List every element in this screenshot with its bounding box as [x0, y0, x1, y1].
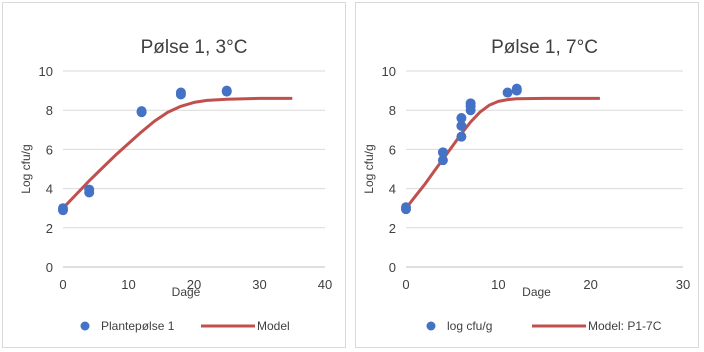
data-point	[58, 205, 68, 216]
y-tick-label: 10	[382, 64, 396, 79]
data-point	[456, 120, 467, 131]
x-tick-label: 40	[318, 277, 332, 292]
y-tick-label: 4	[389, 182, 396, 197]
x-tick-label: 30	[252, 277, 266, 292]
y-tick-label: 2	[46, 221, 53, 236]
x-axis-label: Dage	[172, 285, 201, 299]
y-tick-label: 6	[389, 142, 396, 157]
y-axis-label: Log cfu/g	[19, 144, 33, 193]
y-tick-label: 6	[46, 142, 53, 157]
chart-panel-2: Pølse 1, 7°C 0 2 4 6 8 10 0 10 20 30 Dage Log cfu/g l…	[355, 2, 699, 348]
data-point	[175, 89, 186, 100]
y-tick-label: 4	[46, 182, 53, 197]
y-tick-label: 8	[46, 103, 53, 118]
chart-panel-1: Pølse 1, 3°C 0 2 4 6 8 10 0 10 20 30 40 Dage Log cfu/…	[2, 2, 346, 348]
x-tick-label: 0	[402, 277, 409, 292]
data-point	[511, 85, 522, 96]
x-tick-label: 30	[676, 277, 690, 292]
x-tick-label: 20	[187, 277, 201, 292]
y-tick-label: 8	[389, 103, 396, 118]
legend-label-line: Model	[257, 319, 290, 333]
data-point	[401, 204, 411, 215]
chart-svg-2: Pølse 1, 7°C 0 2 4 6 8 10 0 10 20 30 Dage Log cfu/g l…	[362, 37, 690, 333]
data-point	[221, 86, 232, 97]
data-point	[456, 131, 467, 142]
x-tick-label: 0	[59, 277, 66, 292]
x-tick-label: 10	[491, 277, 505, 292]
data-point	[84, 187, 95, 198]
legend-label-line: Model: P1-7C	[588, 319, 662, 333]
data-point	[465, 105, 476, 116]
legend-marker-scatter	[80, 321, 90, 331]
y-tick-label: 0	[46, 260, 53, 275]
model-line	[61, 96, 293, 210]
chart-title: Pølse 1, 3°C	[141, 37, 248, 58]
model-line	[404, 96, 600, 210]
legend-label-scatter: Plantepølse 1	[101, 319, 175, 333]
x-tick-label: 10	[121, 277, 135, 292]
legend-marker-scatter	[426, 321, 436, 331]
data-point	[437, 155, 448, 166]
chart-svg-1: Pølse 1, 3°C 0 2 4 6 8 10 0 10 20 30 40 Dage Log cfu/…	[19, 37, 332, 333]
data-point	[136, 107, 147, 118]
y-axis-label: Log cfu/g	[362, 144, 376, 193]
y-tick-label: 10	[39, 64, 53, 79]
y-tick-label: 2	[389, 221, 396, 236]
legend-label-scatter: log cfu/g	[447, 319, 492, 333]
chart-title: Pølse 1, 7°C	[491, 37, 598, 58]
data-point	[502, 87, 513, 98]
y-tick-label: 0	[389, 260, 396, 275]
data-point	[456, 113, 467, 124]
x-axis-label: Dage	[522, 285, 551, 299]
data-point	[437, 147, 448, 158]
x-tick-label: 20	[583, 277, 597, 292]
